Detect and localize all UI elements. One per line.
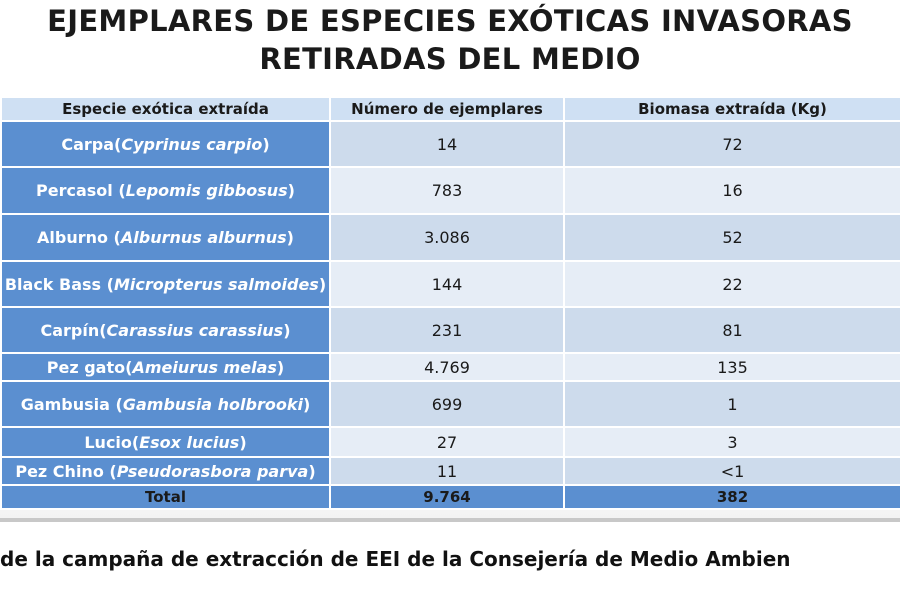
table-row: Percasol (Lepomis gibbosus) 783 16 <box>0 166 900 215</box>
biomass-cell: 22 <box>563 260 900 308</box>
table-row: Gambusia (Gambusia holbrooki) 699 1 <box>0 380 900 428</box>
table-row: Alburno (Alburnus alburnus) 3.086 52 <box>0 213 900 262</box>
table-row: Carpa(Cyprinus carpio) 14 72 <box>0 120 900 168</box>
species-name: Lucio(Esox lucius) <box>0 426 331 458</box>
biomass-cell: <1 <box>563 456 900 486</box>
total-label: Total <box>0 484 331 510</box>
header-species: Especie exótica extraída <box>0 96 331 122</box>
biomass-cell: 81 <box>563 306 900 354</box>
slide-title: EJEMPLARES DE ESPECIES EXÓTICAS INVASORA… <box>0 2 900 78</box>
count-cell: 3.086 <box>329 213 565 262</box>
table-header-row: Especie exótica extraída Número de ejemp… <box>0 96 900 122</box>
total-row: Total 9.764 382 <box>0 484 900 510</box>
count-cell: 699 <box>329 380 565 428</box>
table-row: Carpín(Carassius carassius) 231 81 <box>0 306 900 354</box>
biomass-cell: 52 <box>563 213 900 262</box>
species-name: Black Bass (Micropterus salmoides) <box>0 260 331 308</box>
slide-title-line-2: RETIRADAS DEL MEDIO <box>259 42 641 76</box>
species-name: Carpín(Carassius carassius) <box>0 306 331 354</box>
count-cell: 27 <box>329 426 565 458</box>
species-name: Carpa(Cyprinus carpio) <box>0 120 331 168</box>
total-count: 9.764 <box>329 484 565 510</box>
species-name: Pez Chino (Pseudorasbora parva) <box>0 456 331 486</box>
header-biomass: Biomasa extraída (Kg) <box>563 96 900 122</box>
biomass-cell: 3 <box>563 426 900 458</box>
total-biomass: 382 <box>563 484 900 510</box>
species-table: Especie exótica extraída Número de ejemp… <box>0 96 900 510</box>
count-cell: 231 <box>329 306 565 354</box>
biomass-cell: 16 <box>563 166 900 215</box>
species-name: Percasol (Lepomis gibbosus) <box>0 166 331 215</box>
slide-title-line-1: EJEMPLARES DE ESPECIES EXÓTICAS INVASORA… <box>47 4 853 38</box>
species-name: Alburno (Alburnus alburnus) <box>0 213 331 262</box>
biomass-cell: 1 <box>563 380 900 428</box>
table-row: Pez Chino (Pseudorasbora parva) 11 <1 <box>0 456 900 486</box>
biomass-cell: 72 <box>563 120 900 168</box>
biomass-cell: 135 <box>563 352 900 382</box>
species-name: Pez gato(Ameiurus melas) <box>0 352 331 382</box>
header-count: Número de ejemplares <box>329 96 565 122</box>
slide-image: EJEMPLARES DE ESPECIES EXÓTICAS INVASORA… <box>0 0 900 522</box>
count-cell: 783 <box>329 166 565 215</box>
table-row: Pez gato(Ameiurus melas) 4.769 135 <box>0 352 900 382</box>
count-cell: 144 <box>329 260 565 308</box>
table-row: Lucio(Esox lucius) 27 3 <box>0 426 900 458</box>
count-cell: 4.769 <box>329 352 565 382</box>
count-cell: 11 <box>329 456 565 486</box>
species-name: Gambusia (Gambusia holbrooki) <box>0 380 331 428</box>
count-cell: 14 <box>329 120 565 168</box>
source-caption: de la campaña de extracción de EEI de la… <box>0 547 791 571</box>
table-row: Black Bass (Micropterus salmoides) 144 2… <box>0 260 900 308</box>
